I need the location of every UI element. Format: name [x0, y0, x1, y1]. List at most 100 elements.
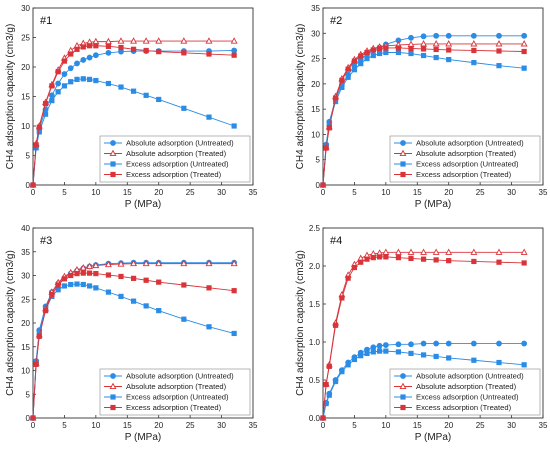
data-point — [420, 352, 427, 358]
data-point — [36, 124, 42, 130]
data-point — [143, 92, 149, 98]
y-axis-label: CH4 adsorption capacity (cm3/g) — [5, 250, 16, 396]
data-point — [36, 333, 42, 339]
x-tick-label: 10 — [91, 421, 100, 430]
data-point — [395, 255, 402, 261]
data-point — [181, 105, 187, 111]
y-tick-label: 20 — [21, 319, 30, 328]
data-point — [86, 43, 93, 49]
x-tick-label: 5 — [352, 421, 357, 430]
data-point — [61, 283, 68, 289]
data-point — [118, 293, 124, 300]
y-tick-label: 15 — [21, 343, 30, 352]
y-tick-label: 15 — [21, 93, 30, 102]
data-point — [156, 96, 162, 103]
data-point — [496, 63, 502, 69]
x-tick-label: 25 — [186, 421, 195, 430]
data-point — [156, 49, 162, 55]
data-point — [432, 40, 440, 47]
data-point — [181, 50, 187, 56]
x-tick-label: 35 — [539, 421, 548, 430]
legend-marker — [399, 149, 407, 157]
data-point — [130, 259, 138, 267]
chart-panel-4: 0 5 10 15 20 25 30 35 0.0 0.5 1.0 1.5 2.0 2.5 P (MPa) C… — [295, 224, 548, 443]
legend-label: Excess adsorption (Untreated) — [126, 160, 229, 169]
data-point — [383, 348, 389, 354]
legend-box — [99, 135, 251, 183]
data-point — [130, 46, 137, 52]
legend-label: Excess adsorption (Treated) — [126, 170, 222, 179]
legend-marker — [399, 382, 407, 390]
data-point — [376, 50, 383, 57]
data-point — [432, 248, 440, 255]
data-point — [49, 291, 55, 298]
y-axis-label: CH4 adsorption capacity (cm3/g) — [295, 250, 306, 396]
data-point — [130, 37, 138, 44]
legend-marker — [400, 171, 406, 178]
y-tick-label: 30 — [311, 29, 320, 38]
data-point — [345, 66, 351, 72]
x-tick-label: 0 — [31, 188, 36, 197]
data-point — [80, 270, 86, 276]
data-point — [42, 111, 49, 117]
data-point — [521, 340, 528, 347]
x-tick-label: 5 — [62, 421, 67, 430]
data-point — [495, 40, 503, 47]
y-tick-label: 10 — [21, 122, 30, 131]
data-point — [130, 88, 137, 94]
x-tick-label: 25 — [186, 188, 195, 197]
data-point — [445, 40, 453, 47]
data-point — [370, 52, 376, 59]
x-axis-label: P (MPa) — [415, 432, 452, 443]
data-point — [351, 356, 358, 363]
legend-marker — [400, 394, 406, 400]
data-point — [470, 340, 477, 347]
data-point — [420, 248, 428, 255]
legend-label: Excess adsorption (Untreated) — [416, 393, 519, 402]
data-point — [496, 340, 502, 347]
y-tick-label: 25 — [21, 34, 30, 43]
data-point — [49, 83, 55, 89]
y-tick-label: 30 — [21, 4, 30, 13]
data-point — [74, 281, 80, 287]
data-point — [74, 76, 80, 82]
x-tick-label: 35 — [249, 188, 258, 197]
data-point — [376, 254, 383, 260]
data-point — [36, 129, 42, 135]
legend-label: Absolute adsorption (Treated) — [126, 149, 227, 158]
legend-marker — [110, 171, 116, 178]
data-point — [93, 270, 99, 277]
data-point — [86, 262, 94, 270]
data-point — [80, 281, 86, 288]
panel-title: #4 — [330, 235, 342, 247]
data-point — [332, 378, 339, 385]
data-point — [521, 260, 527, 266]
data-point — [326, 392, 332, 398]
legend-label: Absolute adsorption (Untreated) — [416, 139, 524, 148]
legend-label: Excess adsorption (Untreated) — [416, 160, 519, 169]
data-point — [230, 259, 238, 267]
data-point — [93, 43, 99, 49]
series-line — [322, 43, 525, 186]
data-point — [358, 259, 364, 265]
data-point — [376, 45, 383, 52]
y-tick-label: 30 — [21, 272, 30, 281]
data-point — [323, 381, 329, 388]
data-point — [332, 95, 339, 101]
data-point — [326, 363, 332, 369]
data-point — [42, 100, 49, 107]
chart-panel-2: 0 5 10 15 20 25 30 35 0 5 10 15 20 25 30 35 P (MPa) CH4 a… — [295, 4, 548, 210]
data-point — [382, 342, 389, 348]
data-point — [105, 80, 112, 87]
data-point — [80, 76, 86, 82]
data-point — [105, 289, 112, 295]
data-point — [364, 256, 370, 262]
x-axis-label: P (MPa) — [125, 432, 162, 443]
data-point — [74, 270, 80, 277]
legend-marker — [400, 161, 406, 167]
legend-label: Absolute adsorption (Untreated) — [126, 139, 234, 148]
data-point — [383, 45, 389, 51]
data-point — [496, 32, 502, 39]
x-tick-label: 35 — [539, 188, 548, 197]
data-point — [394, 248, 402, 255]
